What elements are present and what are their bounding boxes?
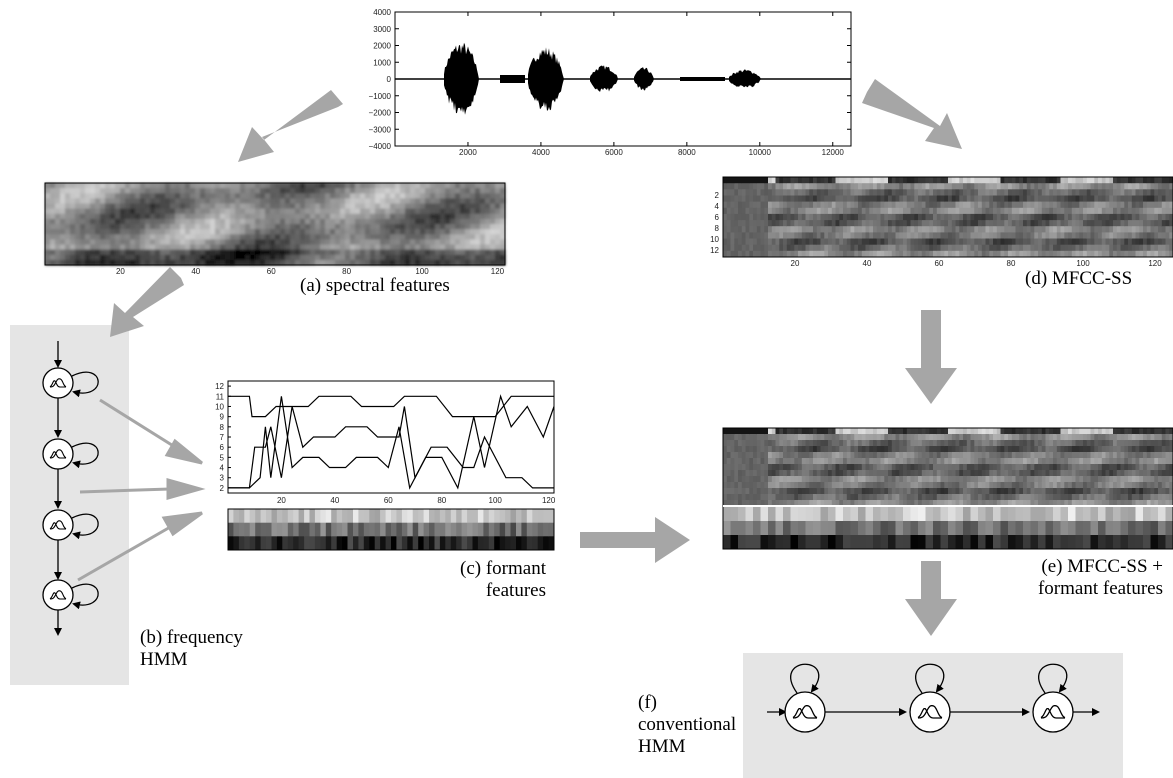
- caption-conventional-line3: HMM: [638, 736, 686, 757]
- caption-conventional-hmm: (f) conventional HMM: [638, 692, 736, 758]
- formant-y-tick: 12: [215, 382, 224, 391]
- mfcc-x-tick: 80: [1007, 259, 1016, 268]
- hmm-f-state-2: [909, 691, 951, 733]
- formant-y-tick: 11: [216, 392, 225, 401]
- caption-combined-line1: (e) MFCC-SS +: [1041, 556, 1163, 577]
- caption-frequency-hmm: (b) frequency HMM: [140, 627, 243, 671]
- mfcc-y-tick: 4: [715, 202, 720, 211]
- gaussian-icon: [49, 590, 67, 600]
- formant-x-tick: 80: [437, 496, 446, 505]
- state-output-arrows: [77, 398, 206, 582]
- waveform-y-tick: −3000: [369, 125, 392, 134]
- formant-x-tick: 20: [277, 496, 286, 505]
- spectral-x-tick: 100: [415, 267, 429, 276]
- waveform-y-tick: −4000: [369, 142, 392, 151]
- flow-arrows: [110, 79, 962, 636]
- mfcc-x-tick: 100: [1076, 259, 1090, 268]
- hmm-b-state-1: [42, 367, 74, 399]
- formant-y-tick: 10: [215, 402, 224, 411]
- gaussian-icon: [49, 449, 67, 459]
- waveform-y-tick: 1000: [373, 58, 391, 67]
- mfcc-y-tick: 8: [715, 224, 720, 233]
- waveform-y-tick: 2000: [373, 42, 391, 51]
- formant-y-tick: 3: [220, 474, 225, 483]
- formant-y-tick: 7: [220, 433, 225, 442]
- waveform-y-tick: −1000: [369, 92, 392, 101]
- waveform-x-tick: 4000: [532, 148, 550, 157]
- formant-y-tick: 6: [220, 443, 225, 452]
- caption-conventional-line2: conventional: [638, 714, 737, 735]
- spectral-x-tick: 20: [116, 267, 125, 276]
- conventional-hmm: [767, 663, 1100, 733]
- gaussian-icon: [49, 520, 67, 530]
- hmm-f-state-1: [784, 691, 826, 733]
- arrow-down-to-hmm-f: [905, 561, 957, 636]
- caption-spectral-features: (a) spectral features: [300, 275, 450, 296]
- mfcc-y-tick: 2: [715, 191, 720, 200]
- hmm-f-state-3: [1032, 691, 1074, 733]
- formant-y-tick: 9: [220, 413, 225, 422]
- waveform-y-tick: −2000: [369, 109, 392, 118]
- formant-y-tick: 4: [220, 464, 225, 473]
- waveform-x-tick: 12000: [822, 148, 845, 157]
- mfcc-y-tick: 12: [710, 246, 719, 255]
- formant-y-tick: 5: [220, 453, 225, 462]
- mfcc-x-tick: 120: [1148, 259, 1162, 268]
- formant-y-tick: 2: [220, 484, 225, 493]
- spectral-features-plot: 20 40 60 80 100 120: [44, 182, 506, 276]
- caption-formant-line1: (c) formant: [460, 558, 546, 579]
- formant-track: [228, 394, 555, 490]
- mfcc-x-tick: 60: [935, 259, 944, 268]
- arrow-to-mfcc: [862, 79, 962, 149]
- spectral-x-tick: 40: [191, 267, 200, 276]
- combined-features-plot: [722, 427, 1173, 550]
- caption-formant-features: (c) formant features: [446, 558, 546, 602]
- gaussian-icon: [49, 378, 67, 388]
- caption-formant-line2: features: [485, 580, 546, 601]
- gaussian-icon: [792, 705, 818, 719]
- mfcc-x-tick: 20: [791, 259, 800, 268]
- waveform-x-tick: 10000: [749, 148, 772, 157]
- gaussian-icon: [1040, 705, 1066, 719]
- formant-x-tick: 120: [542, 496, 556, 505]
- spectral-x-tick: 120: [491, 267, 505, 276]
- frequency-hmm: [42, 341, 99, 636]
- caption-combined-features: (e) MFCC-SS + formant features: [990, 556, 1163, 600]
- formant-track: [228, 406, 554, 489]
- waveform-x-tick: 8000: [678, 148, 696, 157]
- arrow-to-combined-from-formant: [580, 517, 690, 563]
- waveform-y-tick: 0: [387, 75, 392, 84]
- formant-x-tick: 40: [330, 496, 339, 505]
- arrow-down-from-mfcc: [905, 310, 957, 404]
- waveform-x-tick: 6000: [605, 148, 623, 157]
- formant-features-image: [227, 508, 555, 551]
- caption-frequency-hmm-line1: (b) frequency: [140, 627, 243, 648]
- arrow-to-hmm-b: [110, 267, 184, 337]
- caption-conventional-line1: (f): [638, 692, 657, 713]
- hmm-b-state-4: [42, 579, 74, 611]
- caption-frequency-hmm-line2: HMM: [140, 649, 188, 670]
- mfcc-x-tick: 40: [863, 259, 872, 268]
- mfcc-y-tick: 10: [710, 235, 719, 244]
- hmm-b-state-3: [42, 509, 74, 541]
- caption-mfcc-ss: (d) MFCC-SS: [1025, 268, 1133, 289]
- gaussian-icon: [917, 705, 943, 719]
- formant-y-tick: 8: [220, 423, 225, 432]
- formant-x-tick: 100: [489, 496, 503, 505]
- mfcc-y-tick: 6: [715, 213, 720, 222]
- waveform-y-tick: 3000: [373, 25, 391, 34]
- mfcc-ss-plot: 2 4 6 8 10 12 20 40 60 80 100 120: [710, 176, 1173, 268]
- caption-combined-line2: formant features: [1037, 578, 1163, 599]
- waveform-y-tick: 4000: [373, 8, 391, 17]
- formant-x-tick: 60: [384, 496, 393, 505]
- spectral-x-tick: 80: [342, 267, 351, 276]
- spectral-x-tick: 60: [267, 267, 276, 276]
- waveform-x-tick: 2000: [459, 148, 477, 157]
- hmm-b-state-2: [42, 438, 74, 470]
- arrow-to-spectral: [238, 90, 343, 162]
